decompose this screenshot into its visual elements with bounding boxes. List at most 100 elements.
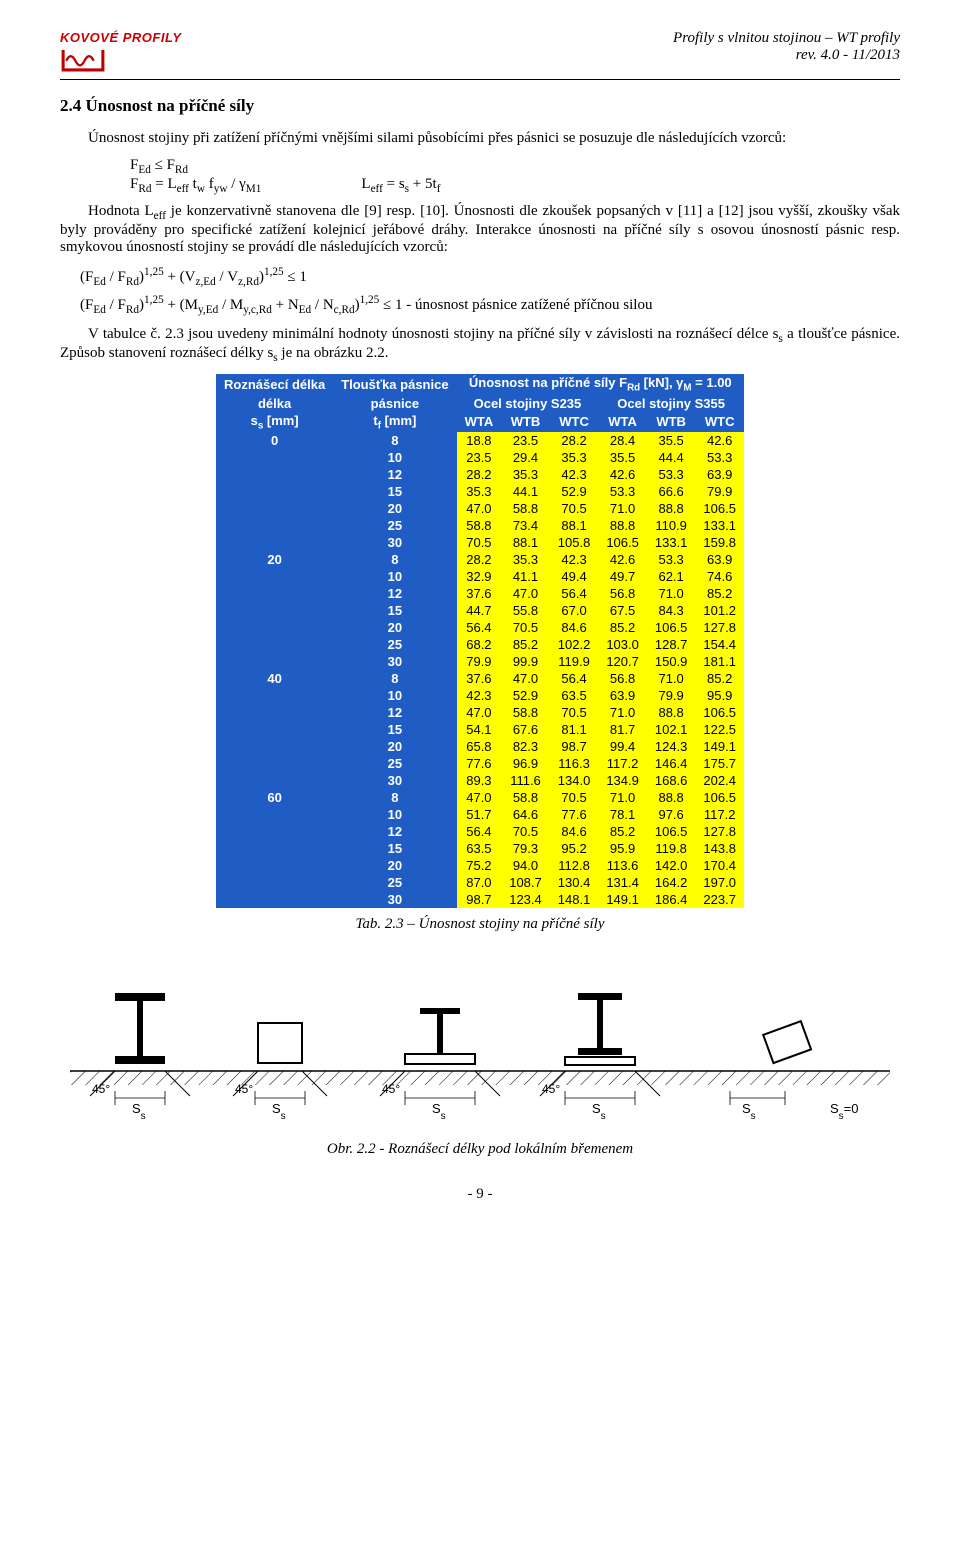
cell: 63.5 bbox=[550, 687, 599, 704]
cell: 71.0 bbox=[647, 585, 696, 602]
tf-value: 25 bbox=[333, 636, 456, 653]
cell: 53.3 bbox=[695, 449, 744, 466]
cell: 95.9 bbox=[695, 687, 744, 704]
cell: 120.7 bbox=[598, 653, 647, 670]
cell: 223.7 bbox=[695, 891, 744, 908]
cell: 70.5 bbox=[501, 619, 550, 636]
cell: 133.1 bbox=[647, 534, 696, 551]
cell: 71.0 bbox=[598, 704, 647, 721]
cell: 52.9 bbox=[550, 483, 599, 500]
col-tf-unit: tf [mm] bbox=[333, 412, 456, 433]
cell: 149.1 bbox=[598, 891, 647, 908]
tf-value: 25 bbox=[333, 517, 456, 534]
cell: 117.2 bbox=[695, 806, 744, 823]
cell: 85.2 bbox=[598, 619, 647, 636]
cell: 82.3 bbox=[501, 738, 550, 755]
ss-group: 60 bbox=[216, 789, 333, 908]
cell: 35.3 bbox=[457, 483, 502, 500]
cell: 79.9 bbox=[647, 687, 696, 704]
cell: 63.5 bbox=[457, 840, 502, 857]
cell: 113.6 bbox=[598, 857, 647, 874]
cell: 28.4 bbox=[598, 432, 647, 449]
tf-value: 20 bbox=[333, 738, 456, 755]
cell: 28.2 bbox=[550, 432, 599, 449]
cell: 77.6 bbox=[457, 755, 502, 772]
cell: 47.0 bbox=[457, 789, 502, 806]
cell: 70.5 bbox=[457, 534, 502, 551]
cell: 42.3 bbox=[550, 551, 599, 568]
cell: 63.9 bbox=[695, 551, 744, 568]
cell: 56.4 bbox=[550, 670, 599, 687]
cell: 186.4 bbox=[647, 891, 696, 908]
tf-value: 10 bbox=[333, 449, 456, 466]
cell: 81.1 bbox=[550, 721, 599, 738]
logo: KOVOVÉ PROFILY bbox=[60, 30, 182, 73]
cell: 133.1 bbox=[695, 517, 744, 534]
cell: 84.3 bbox=[647, 602, 696, 619]
cell: 67.6 bbox=[501, 721, 550, 738]
page-header: KOVOVÉ PROFILY Profily s vlnitou stojino… bbox=[60, 30, 900, 77]
wta2: WTA bbox=[598, 412, 647, 433]
tf-value: 30 bbox=[333, 534, 456, 551]
para-intro: Únosnost stojiny při zatížení příčnými v… bbox=[60, 130, 900, 147]
ss-group: 0 bbox=[216, 432, 333, 551]
svg-text:Ss: Ss bbox=[432, 1101, 446, 1122]
cell: 159.8 bbox=[695, 534, 744, 551]
cell: 73.4 bbox=[501, 517, 550, 534]
tf-value: 10 bbox=[333, 687, 456, 704]
cell: 98.7 bbox=[550, 738, 599, 755]
wtb1: WTB bbox=[501, 412, 550, 433]
wtc2: WTC bbox=[695, 412, 744, 433]
tf-value: 30 bbox=[333, 653, 456, 670]
cell: 94.0 bbox=[501, 857, 550, 874]
cell: 42.3 bbox=[550, 466, 599, 483]
wta1: WTA bbox=[457, 412, 502, 433]
cell: 175.7 bbox=[695, 755, 744, 772]
page-number: - 9 - bbox=[60, 1186, 900, 1203]
cell: 134.9 bbox=[598, 772, 647, 789]
cell: 79.9 bbox=[457, 653, 502, 670]
svg-text:Ss: Ss bbox=[742, 1101, 756, 1122]
cell: 23.5 bbox=[501, 432, 550, 449]
cell: 44.1 bbox=[501, 483, 550, 500]
cell: 78.1 bbox=[598, 806, 647, 823]
cell: 70.5 bbox=[550, 500, 599, 517]
cell: 35.3 bbox=[501, 551, 550, 568]
cell: 70.5 bbox=[550, 789, 599, 806]
tf-value: 30 bbox=[333, 891, 456, 908]
cell: 63.9 bbox=[695, 466, 744, 483]
cell: 202.4 bbox=[695, 772, 744, 789]
cell: 127.8 bbox=[695, 619, 744, 636]
table-2-3: Roznášecí délka Tloušťka pásnice Únosnos… bbox=[60, 374, 900, 908]
cell: 53.3 bbox=[598, 483, 647, 500]
tf-value: 12 bbox=[333, 466, 456, 483]
cell: 32.9 bbox=[457, 568, 502, 585]
tf-value: 25 bbox=[333, 755, 456, 772]
cell: 71.0 bbox=[598, 789, 647, 806]
tf-value: 12 bbox=[333, 823, 456, 840]
cell: 154.4 bbox=[695, 636, 744, 653]
cell: 58.8 bbox=[501, 500, 550, 517]
cell: 56.4 bbox=[457, 619, 502, 636]
cell: 41.1 bbox=[501, 568, 550, 585]
cell: 67.5 bbox=[598, 602, 647, 619]
para-2: Hodnota Leff je konzervativně stanovena … bbox=[60, 203, 900, 256]
col-tf-sub: pásnice bbox=[333, 395, 456, 412]
cell: 18.8 bbox=[457, 432, 502, 449]
cell: 95.2 bbox=[550, 840, 599, 857]
cell: 28.2 bbox=[457, 551, 502, 568]
cell: 108.7 bbox=[501, 874, 550, 891]
cell: 112.8 bbox=[550, 857, 599, 874]
cell: 122.5 bbox=[695, 721, 744, 738]
cell: 54.1 bbox=[457, 721, 502, 738]
cell: 47.0 bbox=[501, 670, 550, 687]
svg-text:Ss: Ss bbox=[592, 1101, 606, 1122]
cell: 23.5 bbox=[457, 449, 502, 466]
svg-text:45°: 45° bbox=[235, 1082, 253, 1096]
cell: 149.1 bbox=[695, 738, 744, 755]
tf-value: 20 bbox=[333, 500, 456, 517]
cell: 88.1 bbox=[550, 517, 599, 534]
load-diagram-icon: 45° 45° 45° 45° bbox=[70, 973, 890, 1123]
cell: 88.8 bbox=[598, 517, 647, 534]
cell: 101.2 bbox=[695, 602, 744, 619]
